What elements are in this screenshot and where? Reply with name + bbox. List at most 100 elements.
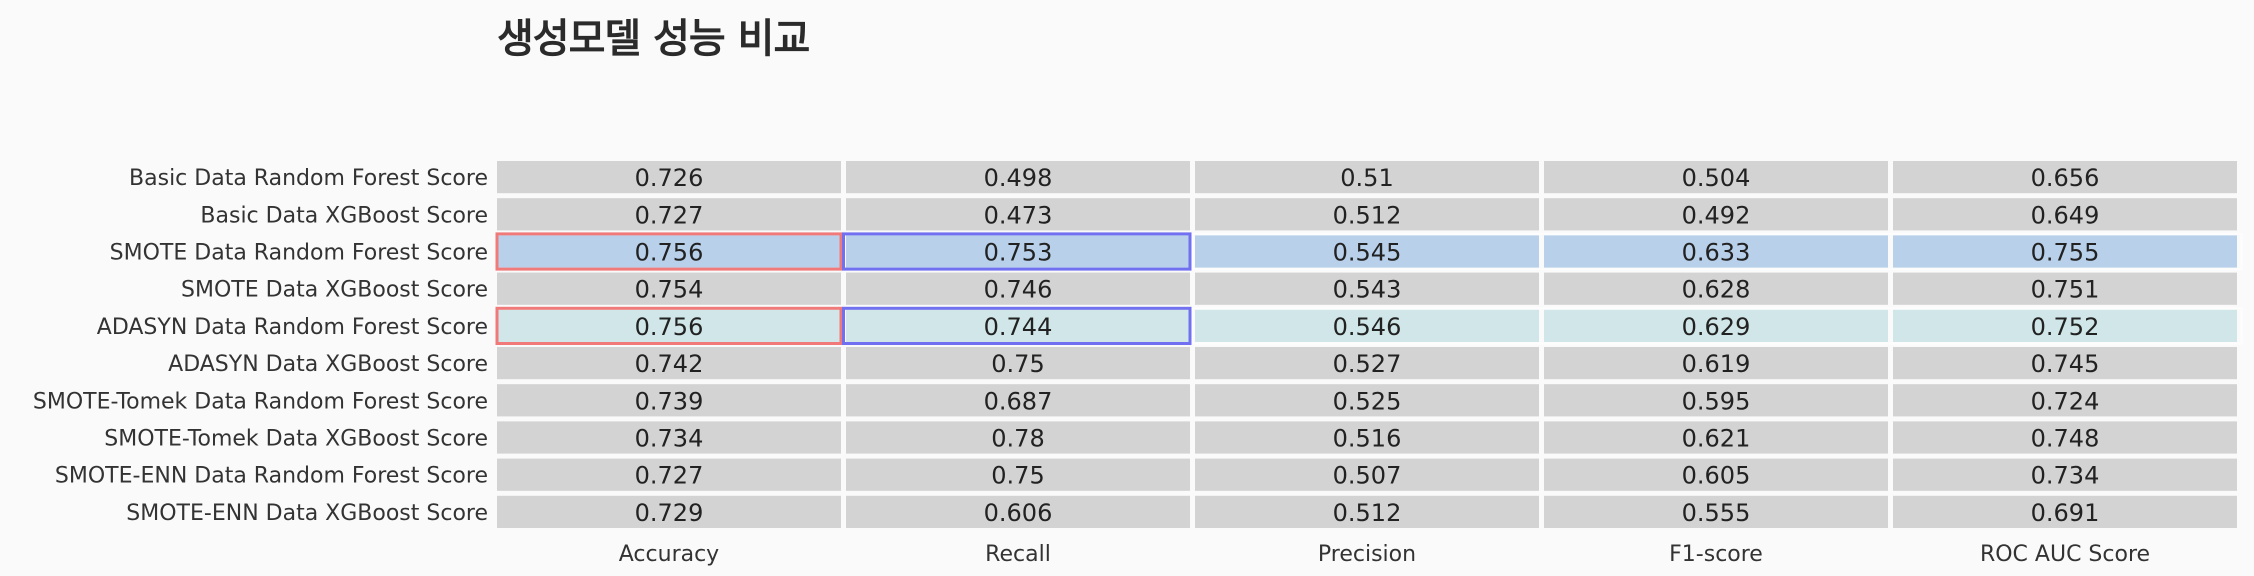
table-cell bbox=[1195, 198, 1539, 231]
table-cell bbox=[497, 235, 841, 268]
table-cell bbox=[846, 458, 1190, 491]
row-label: SMOTE-Tomek Data Random Forest Score bbox=[33, 389, 488, 414]
cell-value: 0.605 bbox=[1682, 462, 1751, 490]
cell-value: 0.545 bbox=[1333, 239, 1402, 267]
table-cell bbox=[846, 495, 1190, 528]
row-label: SMOTE-ENN Data Random Forest Score bbox=[55, 464, 488, 489]
cell-outline bbox=[842, 232, 1192, 271]
table-cell bbox=[846, 198, 1190, 231]
cell-value: 0.656 bbox=[2031, 164, 2100, 192]
cell-value: 0.78 bbox=[991, 425, 1044, 453]
row-label: ADASYN Data XGBoost Score bbox=[168, 352, 488, 377]
outline-layer bbox=[495, 232, 2243, 345]
cell-value: 0.734 bbox=[635, 425, 704, 453]
cell-value: 0.525 bbox=[1333, 387, 1402, 415]
row-label: Basic Data Random Forest Score bbox=[129, 166, 488, 191]
row-label-layer: Basic Data Random Forest Score Basic Data… bbox=[33, 166, 488, 526]
table-cell bbox=[1195, 347, 1539, 380]
table-cell bbox=[1893, 384, 2237, 417]
cells-layer bbox=[497, 161, 2237, 528]
cell-value: 0.555 bbox=[1682, 499, 1751, 527]
cell-value: 0.729 bbox=[635, 499, 704, 527]
cell-value: 0.724 bbox=[2031, 387, 2100, 415]
cell-value: 0.516 bbox=[1333, 425, 1402, 453]
table-cell bbox=[1544, 235, 1888, 268]
table-cell bbox=[1893, 421, 2237, 454]
table-cell bbox=[1893, 161, 2237, 194]
table-cell bbox=[1544, 421, 1888, 454]
cell-value: 0.687 bbox=[984, 387, 1053, 415]
table-cell bbox=[1893, 309, 2237, 342]
cell-value: 0.746 bbox=[984, 276, 1053, 304]
table-cell bbox=[1544, 495, 1888, 528]
cell-value: 0.75 bbox=[991, 462, 1044, 490]
row-label: Basic Data XGBoost Score bbox=[200, 203, 488, 228]
table-cell bbox=[497, 272, 841, 305]
cell-value: 0.726 bbox=[635, 164, 704, 192]
cell-value: 0.527 bbox=[1333, 350, 1402, 378]
cell-value: 0.543 bbox=[1333, 276, 1402, 304]
text-layer: 0.726 0.498 0.51 0.504 0.656 0.727 0.473 0.512 0… bbox=[635, 164, 2100, 527]
cell-value: 0.739 bbox=[635, 387, 704, 415]
table-cell bbox=[846, 272, 1190, 305]
cell-value: 0.473 bbox=[984, 201, 1053, 229]
cell-value: 0.691 bbox=[2031, 499, 2100, 527]
cell-value: 0.621 bbox=[1682, 425, 1751, 453]
row-label: SMOTE-Tomek Data XGBoost Score bbox=[104, 427, 488, 452]
table-cell bbox=[846, 161, 1190, 194]
table-cell bbox=[1544, 161, 1888, 194]
table-cell bbox=[1195, 421, 1539, 454]
column-label: ROC AUC Score bbox=[1980, 542, 2150, 567]
cell-value: 0.628 bbox=[1682, 276, 1751, 304]
cell-value: 0.754 bbox=[635, 276, 704, 304]
table-cell bbox=[497, 198, 841, 231]
cell-value: 0.727 bbox=[635, 462, 704, 490]
table-cell bbox=[1544, 384, 1888, 417]
table-cell bbox=[497, 347, 841, 380]
cell-value: 0.756 bbox=[635, 239, 704, 267]
table-cell bbox=[1544, 272, 1888, 305]
cell-value: 0.744 bbox=[984, 313, 1053, 341]
row-label: ADASYN Data Random Forest Score bbox=[97, 315, 488, 340]
table-cell bbox=[497, 384, 841, 417]
cell-outline bbox=[495, 306, 843, 345]
table-cell bbox=[497, 458, 841, 491]
cell-value: 0.742 bbox=[635, 350, 704, 378]
table-cell bbox=[1195, 272, 1539, 305]
cell-value: 0.734 bbox=[2031, 462, 2100, 490]
cell-value: 0.755 bbox=[2031, 239, 2100, 267]
cell-value: 0.595 bbox=[1682, 387, 1751, 415]
table-cell bbox=[497, 421, 841, 454]
cell-value: 0.753 bbox=[984, 239, 1053, 267]
table-cell bbox=[1195, 161, 1539, 194]
cell-value: 0.512 bbox=[1333, 499, 1402, 527]
table-cell bbox=[1195, 235, 1539, 268]
table-cell bbox=[846, 235, 1190, 268]
row-label: SMOTE Data Random Forest Score bbox=[110, 241, 488, 266]
column-label: F1-score bbox=[1669, 542, 1763, 567]
cell-outline bbox=[495, 232, 843, 271]
col-label-layer: Accuracy Recall Precision F1-score ROC AUC S… bbox=[619, 542, 2150, 567]
table-cell bbox=[1195, 458, 1539, 491]
cell-value: 0.606 bbox=[984, 499, 1053, 527]
row-label: SMOTE-ENN Data XGBoost Score bbox=[126, 501, 488, 526]
cell-value: 0.649 bbox=[2031, 201, 2100, 229]
table-cell bbox=[497, 495, 841, 528]
cell-value: 0.75 bbox=[991, 350, 1044, 378]
row-highlight-frame bbox=[1191, 232, 2243, 271]
table-cell bbox=[1544, 309, 1888, 342]
column-label: Accuracy bbox=[619, 542, 719, 567]
table-cell bbox=[497, 161, 841, 194]
cell-value: 0.752 bbox=[2031, 313, 2100, 341]
table-cell bbox=[846, 347, 1190, 380]
table-cell bbox=[1893, 235, 2237, 268]
table-cell bbox=[846, 309, 1190, 342]
table-cell bbox=[846, 384, 1190, 417]
table-cell bbox=[1893, 198, 2237, 231]
cell-value: 0.492 bbox=[1682, 201, 1751, 229]
cell-value: 0.751 bbox=[2031, 276, 2100, 304]
cell-value: 0.504 bbox=[1682, 164, 1751, 192]
cell-value: 0.51 bbox=[1340, 164, 1393, 192]
table-cell bbox=[1544, 198, 1888, 231]
